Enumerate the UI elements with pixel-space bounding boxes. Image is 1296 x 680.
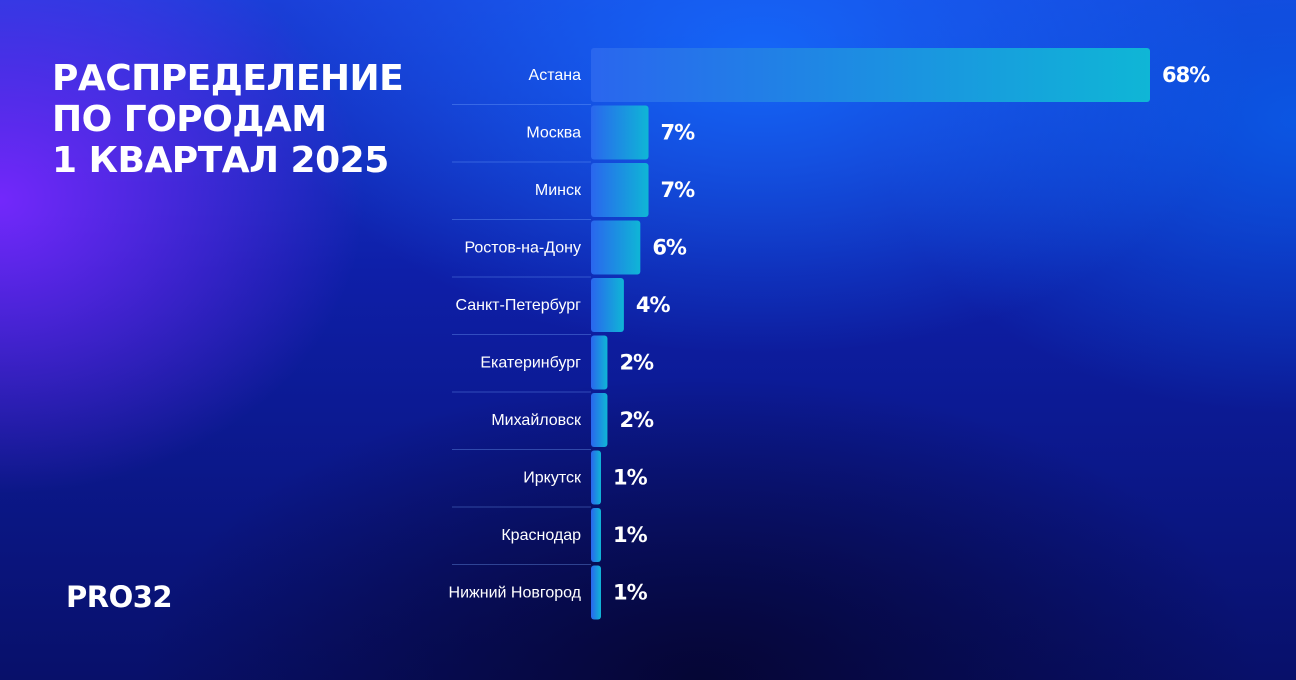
category-label: Астана — [529, 67, 582, 84]
value-label: 7% — [661, 121, 696, 145]
bar-6 — [591, 393, 608, 447]
value-label: 7% — [661, 178, 696, 202]
value-label: 6% — [652, 236, 687, 260]
value-label: 2% — [619, 408, 654, 432]
chart-title-line-3: 1 КВАРТАЛ 2025 — [52, 140, 389, 181]
value-label: 68% — [1162, 63, 1210, 87]
bar-4 — [591, 278, 624, 332]
chart-title-line-2: ПО ГОРОДАМ — [52, 99, 327, 140]
category-label: Екатеринбург — [480, 355, 581, 372]
bar-1 — [591, 105, 649, 160]
value-label: 2% — [619, 351, 654, 375]
bar-5 — [591, 335, 608, 390]
value-label: 1% — [613, 523, 648, 547]
category-label: Михайловск — [491, 412, 582, 429]
bar-7 — [591, 450, 601, 505]
value-label: 4% — [636, 293, 671, 317]
bar-9 — [591, 565, 601, 620]
category-label: Москва — [526, 125, 581, 142]
bar-2 — [591, 163, 649, 217]
bar-0 — [591, 48, 1150, 102]
chart-title-line-1: РАСПРЕДЕЛЕНИЕ — [52, 58, 404, 99]
bar-8 — [591, 508, 601, 562]
category-label: Иркутск — [523, 470, 582, 487]
value-label: 1% — [613, 581, 648, 605]
category-label: Ростов-на-Дону — [464, 240, 581, 257]
category-label: Санкт-Петербург — [456, 297, 582, 314]
category-label: Краснодар — [501, 527, 581, 544]
brand-logo: PRO32 — [66, 580, 173, 614]
chart-title: РАСПРЕДЕЛЕНИЕ ПО ГОРОДАМ 1 КВАРТАЛ 2025 — [52, 58, 404, 181]
value-label: 1% — [613, 466, 648, 490]
category-label: Минск — [535, 182, 582, 199]
category-label: Нижний Новгород — [449, 585, 582, 602]
bar-3 — [591, 220, 641, 275]
